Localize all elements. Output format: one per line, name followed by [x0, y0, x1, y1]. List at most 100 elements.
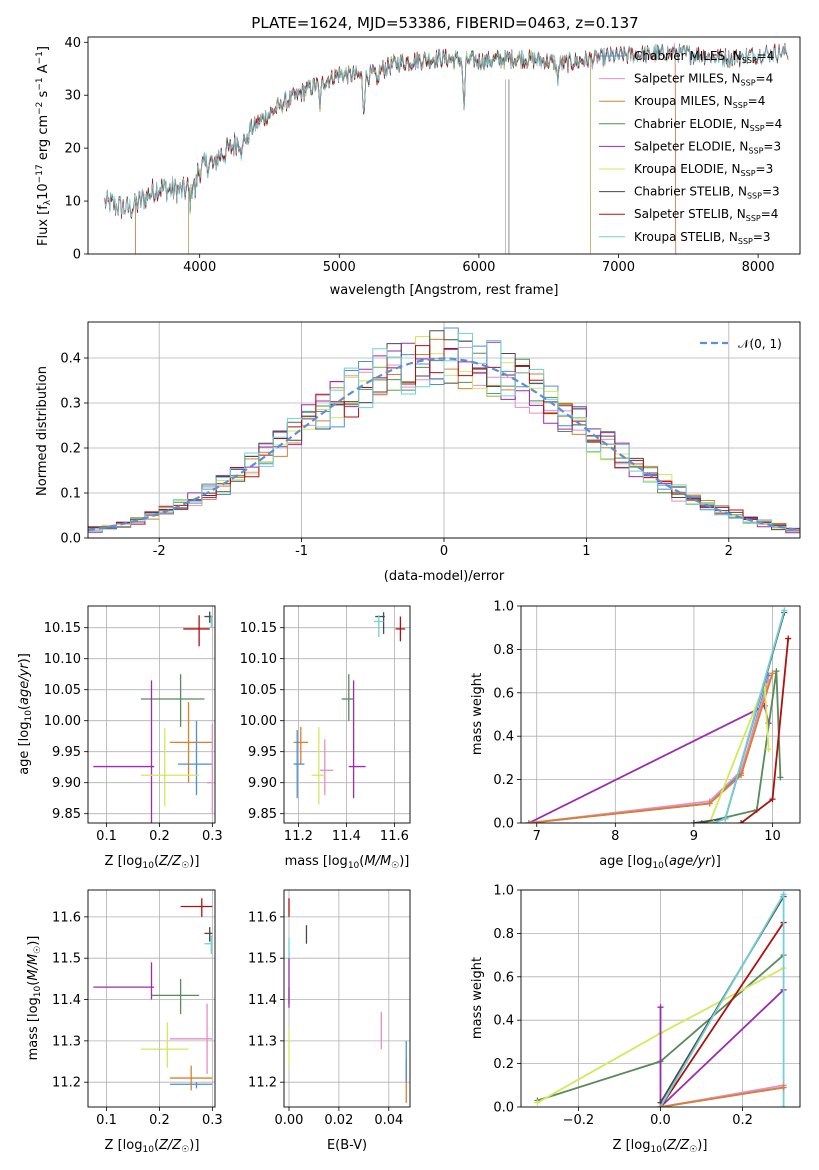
x-tick-label: 5000 — [323, 260, 356, 275]
x-tick-label: 0.04 — [374, 1113, 403, 1128]
plot-area — [93, 611, 214, 823]
mass-weight-marker — [738, 772, 745, 779]
y-tick-label: 0.8 — [493, 927, 514, 942]
x-tick-label: 4000 — [183, 260, 216, 275]
y-axis-label: mass weight — [470, 957, 485, 1039]
mass-weight-line-salpeter-miles — [528, 679, 770, 823]
x-tick-label: 6000 — [462, 260, 495, 275]
y-tick-label: 11.5 — [52, 952, 81, 967]
y-tick-label: 0.4 — [60, 352, 81, 367]
y-tick-label: 11.2 — [52, 1076, 81, 1091]
hist-step-kroupa-stelib--n — [88, 332, 800, 532]
y-tick-label: 0.0 — [493, 817, 514, 832]
y-tick-label: 0.8 — [493, 643, 514, 658]
x-tick-label: -1 — [295, 544, 308, 559]
x-axis-label: E(B-V) — [327, 1138, 367, 1153]
figure-title: PLATE=1624, MJD=53386, FIBERID=0463, z=0… — [251, 14, 638, 32]
plot-area — [288, 898, 407, 1103]
y-tick-label: 11.4 — [248, 993, 277, 1008]
x-tick-label: 0.3 — [202, 1113, 223, 1128]
plot-area — [534, 890, 787, 1107]
y-tick-label: 0.0 — [493, 1101, 514, 1116]
panel-mass-weight-vs-Z: −0.2 0.0 0.2 0.0 0.2 0.4 0.6 0.8 1.0 Z [log10(Z/Z… — [470, 884, 801, 1155]
mass-weight-marker — [780, 1104, 787, 1107]
y-tick-label: 1.0 — [493, 884, 514, 899]
mass-weight-line-chabrier-miles — [528, 675, 770, 823]
x-tick-label: 0 — [440, 544, 448, 559]
spectrum-line-kroupa-stelib — [104, 44, 789, 218]
panel-spectrum: 4000 5000 6000 7000 8000 0 10 20 30 40 wavelength … — [35, 36, 801, 298]
legend-entry: 𝒩(0, 1) — [738, 337, 782, 351]
mass-weight-marker — [769, 796, 776, 803]
mass-weight-line-kroupa-stelib — [659, 890, 785, 1107]
y-tick-label: 11.3 — [52, 1034, 81, 1049]
panel-mass-vs-Z: 0.1 0.2 0.3 11.2 11.3 11.4 11.5 11.6 Z [log10(Z/… — [26, 889, 223, 1155]
x-tick-label: 1 — [582, 544, 590, 559]
mass-weight-marker — [534, 1099, 541, 1106]
y-axis-label: Normed distribution — [35, 366, 50, 496]
y-tick-label: 40 — [64, 36, 81, 51]
x-tick-label: 7000 — [602, 260, 635, 275]
panel-residual-hist: -2 -1 0 1 2 0.0 0.1 0.2 0.3 0.4 (data-model)/error… — [35, 321, 801, 584]
y-axis-label: age [log10(age/yr)] — [17, 653, 34, 775]
x-tick-label: 0.3 — [202, 829, 223, 844]
mass-weight-marker — [525, 820, 532, 823]
y-tick-label: 0.4 — [493, 730, 514, 745]
y-tick-label: 0.4 — [493, 1014, 514, 1029]
spectrum-line-salpeter-elodie — [188, 48, 591, 254]
mass-weight-marker — [785, 635, 792, 642]
panel-mass-vs-ebv: 0.00 0.02 0.04 11.2 11.3 11.4 11.5 11.6 E(B-V) — [248, 889, 411, 1153]
x-tick-label: 11.6 — [380, 829, 409, 844]
legend-entry: Salpeter STELIB, NSSP=4 — [634, 207, 778, 223]
x-tick-label: 11.2 — [284, 829, 313, 844]
y-tick-label: 9.95 — [248, 745, 277, 760]
y-tick-label: 9.90 — [52, 776, 81, 791]
x-tick-label: 2 — [725, 544, 733, 559]
y-tick-label: 11.3 — [248, 1034, 277, 1049]
y-tick-label: 10.05 — [44, 683, 81, 698]
plot-area — [93, 898, 213, 1091]
y-axis-label: mass weight — [470, 673, 485, 755]
mass-weight-marker — [780, 1084, 787, 1091]
mass-weight-marker — [738, 820, 745, 823]
spectrum-line-kroupa-miles — [135, 44, 677, 254]
mass-weight-marker — [773, 668, 780, 675]
x-tick-label: 11.4 — [332, 829, 361, 844]
axes-frame — [283, 605, 411, 824]
spectrum-line-chabrier-elodie — [188, 50, 591, 254]
x-axis-label: age [log10(age/yr)] — [599, 854, 721, 871]
y-tick-label: 11.5 — [248, 952, 277, 967]
x-tick-label: 8 — [611, 829, 619, 844]
y-tick-label: 10.10 — [240, 652, 277, 667]
x-tick-label: 0.1 — [96, 829, 117, 844]
legend-entry: Salpeter MILES, NSSP=4 — [634, 72, 773, 88]
y-tick-label: 30 — [64, 89, 81, 104]
y-tick-label: 11.6 — [248, 910, 277, 925]
mass-weight-marker — [765, 746, 772, 753]
axes-frame — [87, 321, 801, 539]
y-tick-label: 0.6 — [493, 970, 514, 985]
panel-age-vs-mass: 11.2 11.4 11.6 9.85 9.90 9.95 10.00 10.05 10.10 1… — [240, 605, 411, 871]
x-axis-label: Z [log10(Z/Z☉)] — [105, 1138, 200, 1155]
mass-weight-line-kroupa-miles — [528, 673, 774, 823]
legend-entry: Chabrier STELIB, NSSP=3 — [634, 185, 780, 201]
y-tick-label: 1.0 — [493, 600, 514, 615]
x-tick-label: 0.2 — [149, 829, 170, 844]
legend-entry: Salpeter ELODIE, NSSP=3 — [634, 139, 781, 155]
y-tick-label: 0.2 — [493, 773, 514, 788]
plot-area — [525, 607, 792, 823]
mass-weight-line-kroupa-miles — [660, 1086, 784, 1107]
y-tick-label: 10.15 — [240, 621, 277, 636]
x-tick-label: 0.0 — [650, 1113, 671, 1128]
mass-weight-marker — [781, 607, 788, 614]
x-tick-label: 10 — [764, 829, 781, 844]
x-axis-label: (data-model)/error — [384, 569, 505, 584]
y-tick-label: 11.2 — [248, 1076, 277, 1091]
plot-area — [104, 42, 789, 254]
panel-age-vs-Z: 0.1 0.2 0.3 9.85 9.90 9.95 10.00 10.05 10.10 10.1… — [17, 605, 223, 871]
axes-frame — [87, 889, 216, 1108]
y-tick-label: 10 — [64, 195, 81, 210]
y-tick-label: 0.3 — [60, 397, 81, 412]
x-tick-label: 0.2 — [149, 1113, 170, 1128]
